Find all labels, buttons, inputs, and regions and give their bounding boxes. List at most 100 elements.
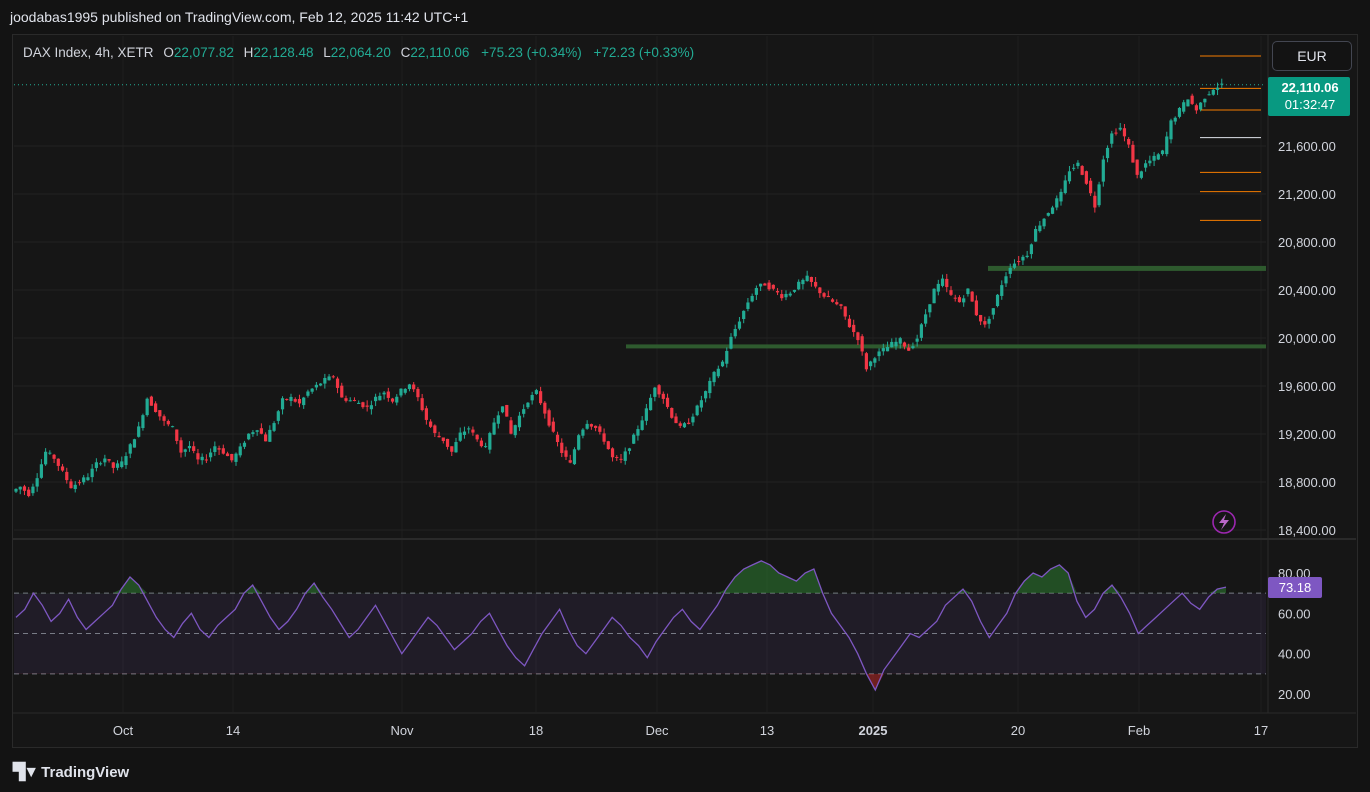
candle-body [141,415,145,429]
candle-body [115,463,120,468]
candle-body [1139,171,1143,178]
fib-levels [1200,55,1261,221]
candle-body [27,489,31,497]
lightning-icon[interactable] [1212,510,1236,534]
candle-body [966,288,970,295]
tradingview-logo[interactable]: ▜▼ TradingView [13,762,129,782]
candle-body [1165,136,1169,155]
candle-body [509,420,513,434]
candle-body [877,351,881,357]
candle-body [69,481,73,489]
candle-body [247,433,251,440]
candle-body [496,415,500,424]
candle-body [1038,225,1042,232]
candle-body [357,402,361,404]
candle-body [374,396,378,402]
candle-body [691,416,695,423]
candle-body [200,456,204,461]
candle-body [881,348,885,352]
candle-body [1034,229,1038,242]
candle-body [1021,256,1025,261]
candle-body [170,426,175,428]
candle-body [416,388,420,398]
candle-body [513,425,517,436]
candle-body [1059,191,1063,202]
candle-body [1072,167,1076,169]
candle-body [636,429,640,436]
candle-body [82,477,86,483]
candle-body [310,388,314,392]
rsi-tick-label: 40.00 [1278,647,1311,662]
candle-body [492,422,496,435]
candle-body [750,295,754,302]
rsi-panel [14,560,1266,692]
candle-body [340,385,344,398]
candle-body [1190,95,1194,104]
symbol-label[interactable]: DAX Index, 4h, XETR [23,45,154,60]
candle-body [585,423,589,429]
candle-body [665,397,670,407]
candle-body [259,428,263,434]
candle-body [1110,133,1114,144]
candle-body [543,402,547,414]
candle-body [1148,160,1152,164]
candle-body [835,302,839,305]
candle-body [319,383,323,386]
candle-body [890,341,894,348]
candle-body [801,279,805,285]
candle-body [420,398,424,410]
time-tick-label: 14 [226,723,240,738]
time-tick-label: 18 [529,723,543,738]
candle-body [1080,166,1084,175]
candle-body [1000,285,1004,296]
candle-body [255,430,259,432]
candle-body [577,435,581,450]
candle-body [940,278,945,286]
candle-body [1144,163,1148,168]
candle-body [708,380,712,394]
price-tick-label: 20,800.00 [1278,235,1336,250]
candle-body [403,388,407,393]
candle-body [1105,147,1110,159]
candle-body [797,281,801,290]
candle-body [73,484,77,489]
candle-body [924,314,928,324]
candle-body [1101,159,1105,182]
candle-body [86,477,90,481]
candle-body [196,453,200,460]
currency-button[interactable]: EUR [1272,41,1352,71]
rsi-tick-label: 60.00 [1278,606,1311,621]
price-tick-label: 21,600.00 [1278,139,1336,154]
candle-body [699,400,703,408]
candle-body [814,281,818,287]
candle-body [1067,171,1072,182]
candle-body [52,454,56,459]
candle-body [949,290,953,295]
candle-body [242,442,247,447]
candle-body [344,398,348,401]
candle-body [234,453,238,462]
candle-body [856,332,860,341]
time-tick-label: 2025 [859,723,888,738]
candle-body [780,294,784,299]
candle-body [407,384,412,390]
candle-body [763,283,767,286]
rsi-oversold-fill [16,673,1226,690]
support-zones [14,84,1266,349]
candle-body [458,432,462,441]
candle-body [488,433,492,450]
time-tick-label: Feb [1128,723,1150,738]
candle-body [1215,87,1220,90]
candle-body [818,287,822,294]
candle-body [14,488,18,492]
candle-body [1152,155,1156,161]
candle-body [268,429,272,442]
candle-body [915,338,919,342]
candle-body [94,462,98,468]
candle-body [450,446,454,452]
candle-body [1156,154,1160,160]
candle-body [111,462,115,468]
candle-body [221,448,225,454]
candle-body [1194,105,1198,111]
